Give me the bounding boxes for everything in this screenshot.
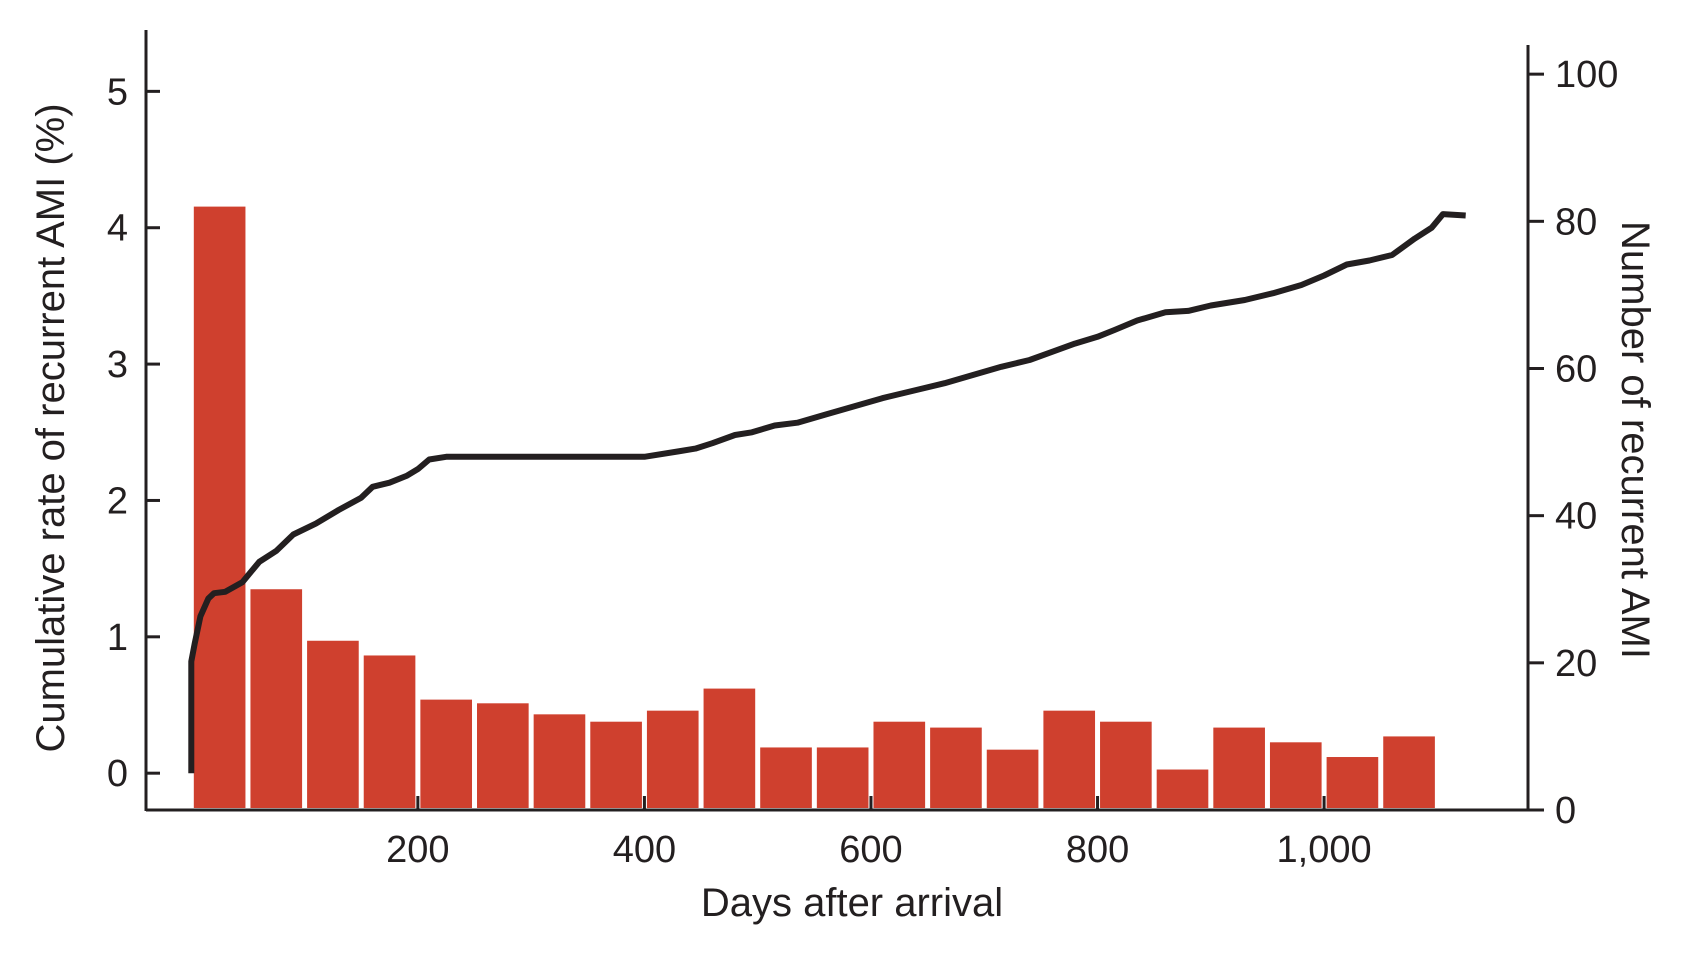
x-tick-label-400: 400	[613, 829, 676, 871]
bar-200	[420, 699, 473, 808]
right-tick-label-80: 80	[1555, 201, 1597, 243]
bar-150	[363, 655, 416, 808]
bar-50	[250, 589, 303, 808]
bar-550	[816, 747, 869, 808]
left-y-ticks: 0 1 2 3 4 5	[107, 71, 160, 795]
left-tick-label-5: 5	[107, 71, 128, 113]
bar-0	[193, 206, 246, 809]
left-y-axis-title: Cumulative rate of recurrent AMI (%)	[29, 103, 73, 752]
bar-400	[646, 710, 699, 808]
x-ticks: 200 400 600 800 1,000	[386, 796, 1372, 871]
bar-1000	[1326, 757, 1379, 808]
cumulative-rate-line	[188, 211, 1466, 774]
x-tick-label-1000: 1,000	[1277, 829, 1372, 871]
left-tick-label-1: 1	[107, 617, 128, 659]
bar-250	[477, 703, 529, 808]
bar-600	[873, 721, 926, 808]
left-tick-label-0: 0	[107, 753, 128, 795]
bar-300	[533, 714, 586, 808]
right-tick-label-0: 0	[1555, 790, 1576, 832]
x-tick-label-200: 200	[386, 829, 449, 871]
bar-100	[307, 640, 359, 808]
right-y-ticks: 0 20 40 60 80 100	[1528, 54, 1618, 832]
x-axis-title: Days after arrival	[701, 881, 1003, 925]
bar-650	[930, 727, 982, 808]
right-y-axis-title: Number of recurrent AMI	[1613, 221, 1657, 659]
bar-700	[986, 749, 1039, 808]
bar-950	[1269, 742, 1322, 808]
right-tick-label-100: 100	[1555, 54, 1618, 96]
x-tick-label-600: 600	[839, 829, 902, 871]
bar-850	[1156, 769, 1209, 808]
right-tick-label-20: 20	[1555, 643, 1597, 685]
left-tick-label-4: 4	[107, 208, 128, 250]
bar-350	[590, 721, 642, 808]
bar-1050	[1383, 736, 1435, 808]
left-tick-label-2: 2	[107, 480, 128, 522]
right-tick-label-60: 60	[1555, 348, 1597, 390]
bar-800	[1100, 721, 1152, 808]
bar-500	[760, 747, 812, 808]
bar-series	[193, 206, 1435, 809]
right-tick-label-40: 40	[1555, 496, 1597, 538]
bar-750	[1043, 710, 1096, 808]
left-tick-label-3: 3	[107, 344, 128, 386]
bar-900	[1213, 727, 1265, 808]
bar-450	[703, 688, 756, 808]
x-tick-label-800: 800	[1066, 829, 1129, 871]
